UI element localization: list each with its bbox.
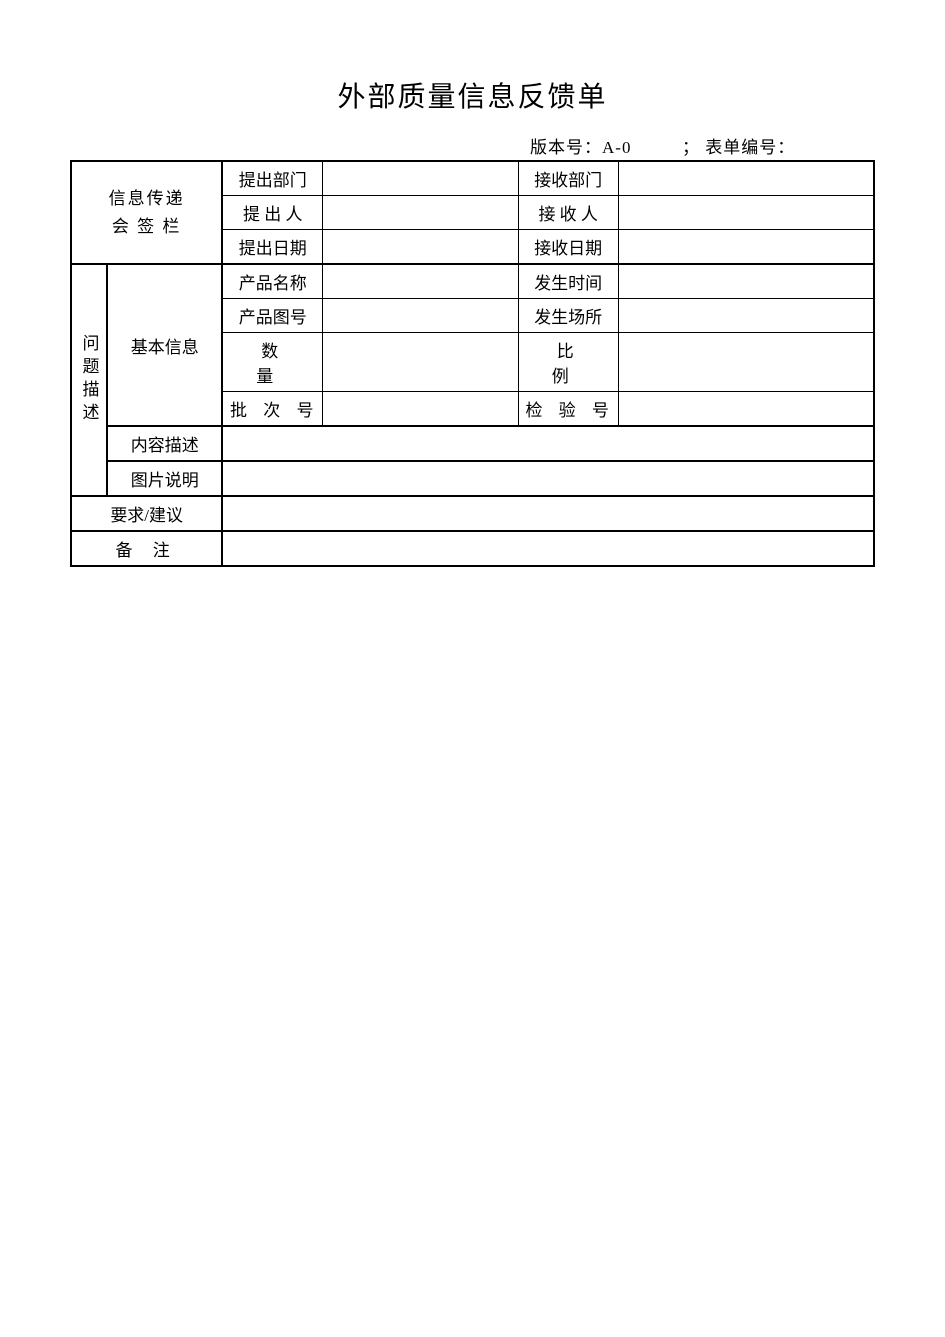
- cell-value[interactable]: [618, 196, 874, 230]
- suggestion-value[interactable]: [222, 496, 874, 531]
- cell-label: 产品名称: [222, 264, 322, 299]
- cell-label: 检 验 号: [518, 392, 618, 427]
- content-desc-header: 内容描述: [107, 426, 222, 461]
- table-row: 内容描述: [71, 426, 874, 461]
- cell-label: 数 量: [222, 333, 322, 392]
- meta-separator: ；: [682, 133, 700, 158]
- note-value[interactable]: [222, 531, 874, 566]
- cell-value[interactable]: [323, 264, 518, 299]
- suggestion-header: 要求/建议: [71, 496, 222, 531]
- form-no-label: 表单编号：: [705, 133, 795, 158]
- cell-value[interactable]: [323, 161, 518, 196]
- cell-label: 接收部门: [518, 161, 618, 196]
- image-desc-header: 图片说明: [107, 461, 222, 496]
- cell-label: 发生时间: [518, 264, 618, 299]
- cell-label: 提出部门: [222, 161, 322, 196]
- cell-label: 提 出 人: [222, 196, 322, 230]
- form-title: 外部质量信息反馈单: [70, 75, 875, 115]
- table-row: 要求/建议: [71, 496, 874, 531]
- note-header: 备 注: [71, 531, 222, 566]
- cell-label: 比 例: [518, 333, 618, 392]
- cell-label: 产品图号: [222, 299, 322, 333]
- cell-value[interactable]: [323, 299, 518, 333]
- basic-info-header: 基本信息: [107, 264, 222, 426]
- cell-value[interactable]: [323, 392, 518, 427]
- table-row: 备 注: [71, 531, 874, 566]
- content-desc-value[interactable]: [222, 426, 874, 461]
- meta-row: 版本号：A-0 ； 表单编号：: [70, 133, 875, 158]
- cell-value[interactable]: [618, 299, 874, 333]
- cell-value[interactable]: [323, 196, 518, 230]
- cell-value[interactable]: [618, 333, 874, 392]
- cell-value[interactable]: [323, 230, 518, 265]
- cell-label: 接收日期: [518, 230, 618, 265]
- signoff-header: 信息传递会 签 栏: [71, 161, 222, 264]
- cell-value[interactable]: [618, 264, 874, 299]
- problem-header-text: 问题描述: [77, 334, 102, 426]
- cell-label: 接 收 人: [518, 196, 618, 230]
- cell-label: 提出日期: [222, 230, 322, 265]
- feedback-form-table: 信息传递会 签 栏 提出部门 接收部门 提 出 人 接 收 人 提出日期 接收日…: [70, 160, 875, 567]
- cell-value[interactable]: [618, 392, 874, 427]
- version-label: 版本号：: [530, 133, 602, 158]
- table-row: 信息传递会 签 栏 提出部门 接收部门: [71, 161, 874, 196]
- cell-value[interactable]: [618, 161, 874, 196]
- problem-header: 问题描述: [71, 264, 107, 496]
- version-value: A-0: [602, 138, 631, 158]
- signoff-header-text: 信息传递会 签 栏: [74, 185, 219, 239]
- cell-value[interactable]: [618, 230, 874, 265]
- image-desc-value[interactable]: [222, 461, 874, 496]
- table-row: 图片说明: [71, 461, 874, 496]
- cell-label: 批 次 号: [222, 392, 322, 427]
- table-row: 问题描述 基本信息 产品名称 发生时间: [71, 264, 874, 299]
- cell-label: 发生场所: [518, 299, 618, 333]
- cell-value[interactable]: [323, 333, 518, 392]
